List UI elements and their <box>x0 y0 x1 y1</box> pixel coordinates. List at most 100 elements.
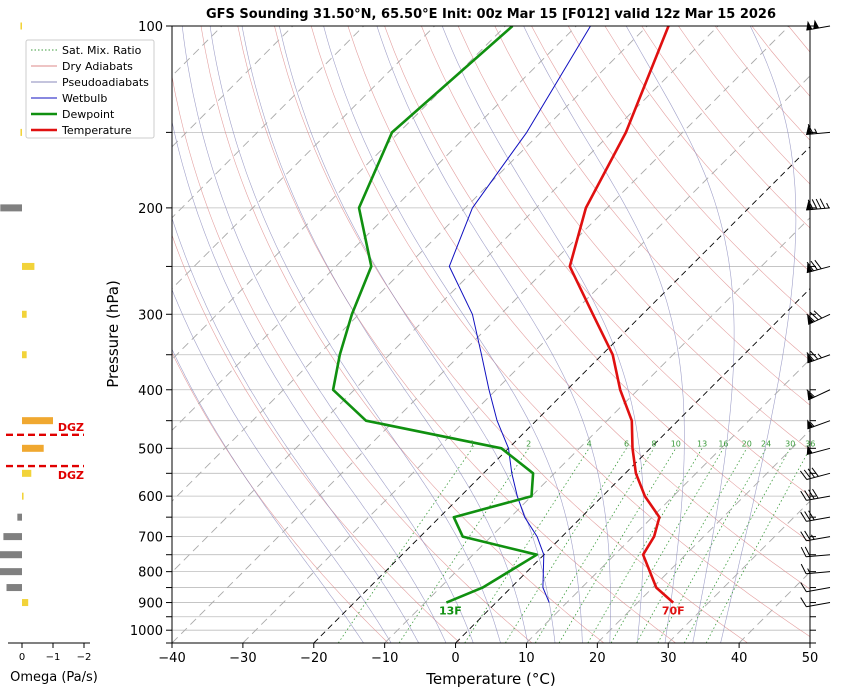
wind-barb-full <box>813 310 823 319</box>
wind-barb-flag <box>806 200 813 210</box>
pseudoadiabat-line <box>720 26 797 643</box>
dry-adiabat-line <box>310 26 810 638</box>
mixing-ratio-line <box>636 448 748 643</box>
wind-barb-half <box>810 534 815 540</box>
x-tick-label: 10 <box>518 651 535 666</box>
temperature-profile <box>568 26 675 604</box>
omega-tick-label: 0 <box>19 652 25 663</box>
mixing-ratio-line <box>398 448 530 643</box>
y-tick-label: 300 <box>138 308 163 323</box>
isotherm-line <box>172 26 790 643</box>
y-tick-label: 500 <box>138 442 163 457</box>
omega-bar <box>20 128 22 136</box>
wind-barb-half <box>817 353 822 359</box>
mixing-ratio-line <box>587 448 703 643</box>
wind-barb-full <box>804 490 811 500</box>
wind-barb <box>800 563 831 575</box>
y-axis-label: Pressure (hPa) <box>104 280 122 388</box>
legend-entry: Temperature <box>61 124 132 137</box>
mixing-ratio-label: 8 <box>651 439 656 448</box>
wind-barb-full <box>799 470 808 480</box>
wind-barb-staff <box>806 587 831 593</box>
isotherm-line <box>384 217 810 643</box>
dry-adiabat-line <box>172 234 461 643</box>
omega-bar <box>22 444 44 452</box>
mixing-ratio-label: 1 <box>470 439 475 448</box>
omega-axis-label: Omega (Pa/s) <box>10 670 98 685</box>
plot-area <box>172 26 810 643</box>
omega-bar <box>0 551 22 559</box>
isotherm-line <box>809 642 810 643</box>
wind-barb-flag <box>806 445 813 455</box>
mixing-ratio-label: 24 <box>761 439 771 448</box>
x-tick-label: 20 <box>589 651 606 666</box>
wind-barb-half <box>814 128 818 134</box>
wind-barb-half <box>807 568 811 574</box>
wind-barb-full <box>800 546 807 558</box>
isotherm-line <box>172 26 719 573</box>
pseudoadiabat-line <box>172 288 392 643</box>
wind-barb-full <box>804 546 811 557</box>
dewpoint-profile <box>331 26 539 604</box>
mixing-ratio-label: 6 <box>624 439 629 448</box>
y-tick-label: 200 <box>138 202 163 217</box>
omega-bar <box>3 533 23 541</box>
dry-adiabat-line <box>714 26 810 141</box>
legend: Sat. Mix. Ratio Dry Adiabats Pseudoadiabat… <box>25 39 155 139</box>
wind-barb-full <box>807 468 815 478</box>
legend-entry: Pseudoadiabats <box>62 76 149 89</box>
y-tick-label: 1000 <box>130 624 163 639</box>
wind-barb-full <box>806 389 815 398</box>
y-tick-label: 900 <box>138 597 163 612</box>
wind-barb-staff <box>808 313 831 325</box>
wind-barb <box>806 445 831 456</box>
dgz-label: DGZ <box>58 469 84 482</box>
wind-barb-flag <box>807 390 814 400</box>
wind-barb-full <box>804 511 811 521</box>
chart-title: GFS Sounding 31.50°N, 65.50°E Init: 00z … <box>206 7 776 22</box>
wind-barb-flag <box>806 125 813 135</box>
dry-adiabat-line <box>604 26 810 273</box>
legend-entry: Wetbulb <box>62 92 107 105</box>
wind-barb <box>800 597 831 608</box>
omega-bar <box>22 599 29 607</box>
mixing-ratio-label: 13 <box>697 439 707 448</box>
wind-barb-full <box>810 312 819 321</box>
wind-barb-flag <box>807 353 814 363</box>
wind-barb <box>806 124 831 135</box>
wind-barb-full <box>811 467 819 477</box>
legend-entry: Dry Adiabats <box>62 60 133 73</box>
wind-barb-staff <box>806 602 831 608</box>
omega-tick-label: −1 <box>46 652 61 663</box>
mixing-ratio-label: 2 <box>526 439 531 448</box>
dry-adiabat-line <box>421 26 810 497</box>
wind-barb-full <box>807 124 814 135</box>
isotherm-line <box>172 26 506 361</box>
wind-barb-staff <box>806 265 831 274</box>
wind-barb <box>807 419 831 430</box>
mixing-ratio-label: 4 <box>587 439 592 448</box>
dry-adiabat-line <box>347 26 810 590</box>
dry-adiabat-line <box>457 26 810 451</box>
wind-barb-full <box>812 488 819 499</box>
x-tick-label: −40 <box>158 651 185 666</box>
isotherm-line <box>526 358 810 643</box>
pseudoadiabat-line <box>625 26 735 643</box>
wind-barb-full <box>806 352 815 361</box>
mixing-ratio-label: 16 <box>718 439 728 448</box>
wind-barb-half <box>826 202 830 209</box>
wind-barb-flag <box>806 263 813 273</box>
omega-bar <box>22 262 35 270</box>
omega-bar <box>22 351 27 359</box>
omega-bar <box>6 584 22 592</box>
omega-tick-label: −2 <box>77 652 92 663</box>
dry-adiabat-line <box>274 26 748 643</box>
wind-barb-full <box>806 261 814 272</box>
wind-barb <box>806 198 831 211</box>
mixing-ratio-line <box>610 448 724 643</box>
wind-barb-full <box>800 511 807 522</box>
wind-barb-full <box>800 597 807 607</box>
legend-entry: Sat. Mix. Ratio <box>62 44 142 57</box>
omega-bar <box>0 568 22 576</box>
pseudoadiabat-line <box>172 217 419 643</box>
